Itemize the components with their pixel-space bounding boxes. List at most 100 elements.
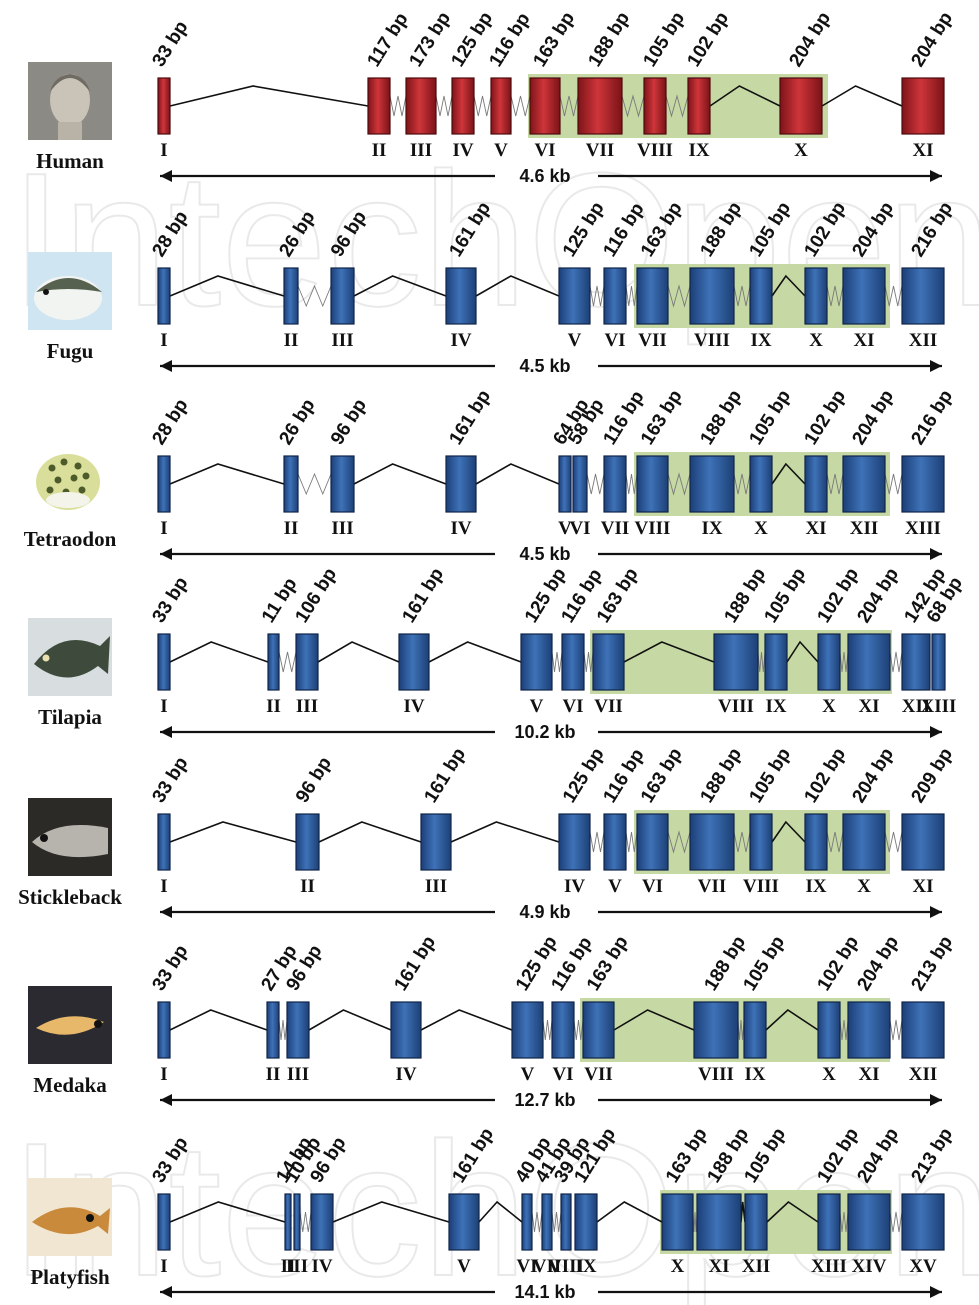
exon-box [901,1001,945,1059]
platyfish-fish-icon [28,1178,112,1256]
exon-box [157,633,171,691]
intron-line [318,821,422,843]
exon-numeral: III [425,876,447,897]
short-intron [435,95,453,117]
exon-numeral: XIII [811,1256,847,1277]
exon-numeral: I [160,330,167,351]
exon-numeral: II [300,876,315,897]
short-intron [884,473,903,495]
intron-line [169,85,369,107]
exon-numeral: XI [858,696,879,717]
short-intron [839,1211,849,1233]
gene-span-label: 4.5 kb [519,544,570,564]
exon-numeral: XIV [852,1256,887,1277]
exon-box [157,1001,171,1059]
exon-box [743,1001,767,1059]
exon-length-label: 188 bp [584,8,634,70]
intron-line [169,275,285,297]
exon-length-label: 188 bp [696,744,746,806]
exon-numeral: IV [311,1256,332,1277]
short-intron [757,651,766,673]
species-name: Tetraodon [24,527,117,551]
short-intron [586,473,605,495]
intron-line [771,462,806,485]
exon-length-label: 213 bp [907,932,957,994]
exon-length-label: 33 bp [148,941,192,994]
short-intron [826,831,844,853]
exon-box [558,813,591,871]
exon-numeral: IX [765,696,786,717]
exon-box [817,1193,841,1251]
exon-numeral: XII [742,1256,771,1277]
exon-numeral: V [558,518,572,539]
exon-box [295,633,319,691]
short-intron [889,651,903,673]
exon-box [390,1001,422,1059]
exon-numeral: VI [569,518,590,539]
exon-numeral: III [331,330,353,351]
short-intron [297,284,332,308]
exon-numeral: XI [858,1064,879,1085]
intron-line [613,1009,695,1031]
exon-box [744,1193,768,1251]
exon-numeral: I [160,518,167,539]
exon-box [560,1193,572,1251]
exon-numeral: XI [912,140,933,161]
exon-box [603,267,627,325]
exon-numeral: VIII [635,518,671,539]
exon-numeral: II [281,1256,296,1277]
exon-numeral: IX [744,1064,765,1085]
exon-length-label: 102 bp [800,386,850,448]
exon-box [901,1193,945,1251]
exon-box [804,455,828,513]
intron-line [478,1200,523,1223]
exon-box [445,267,477,325]
exon-box [551,1001,575,1059]
short-intron [667,472,691,496]
intron-line [169,641,269,663]
exon-numeral: III [410,140,432,161]
exon-box [693,1001,739,1059]
exon-numeral: X [671,1256,685,1277]
exon-length-label: 96 bp [292,753,336,806]
exon-numeral: V [494,140,508,161]
short-intron [589,831,605,853]
short-intron [573,1019,584,1041]
fugu-fish-icon [28,252,112,330]
exon-numeral: I [160,1256,167,1277]
exon-box [931,633,946,691]
exon-box [804,267,828,325]
exon-numeral: V [530,696,544,717]
intron-line [353,275,447,297]
human-statue-icon [28,62,112,140]
exon-box [157,77,171,135]
exon-box [398,633,430,691]
exon-box [330,267,355,325]
exon-numeral: IX [701,518,722,539]
short-intron [297,472,332,496]
exon-numeral: VII [601,518,630,539]
intron-line [332,1201,450,1223]
short-intron [589,285,605,307]
exon-numeral: XII [909,1064,938,1085]
exon-numeral: VI [562,696,583,717]
exon-length-label: 102 bp [683,8,733,70]
short-intron [733,831,751,853]
exon-length-label: 28 bp [148,395,192,448]
exon-numeral: III [296,696,318,717]
exon-box [901,633,931,691]
exon-box [445,455,477,513]
short-intron [884,285,903,307]
short-intron [665,94,689,118]
short-intron [737,1019,745,1041]
exon-numeral: XI [805,518,826,539]
exon-numeral: VII [594,696,623,717]
exon-numeral: X [822,696,836,717]
stickleback-fish-icon [28,798,112,876]
exon-numeral: II [266,696,281,717]
exon-numeral: IV [403,696,424,717]
exon-length-label: 105 bp [745,744,795,806]
short-intron [625,473,638,495]
